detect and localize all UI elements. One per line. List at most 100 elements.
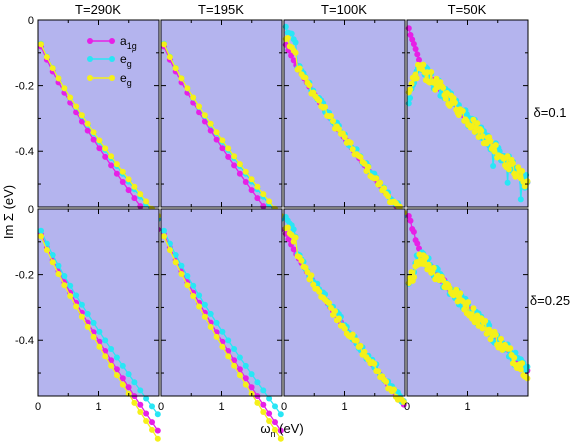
x-axis-label-main: ω [260, 421, 270, 436]
data-point [407, 32, 414, 38]
data-point [277, 427, 284, 434]
data-point [410, 41, 417, 47]
data-point [236, 161, 243, 168]
data-point [67, 282, 74, 289]
data-point [137, 409, 144, 415]
data-point [254, 399, 261, 406]
x-tick-label: 0 [35, 401, 41, 413]
data-point [377, 179, 384, 186]
data-point [371, 360, 378, 367]
data-point [292, 234, 299, 241]
data-point [43, 247, 50, 253]
data-point [328, 304, 334, 311]
data-point [178, 271, 185, 277]
data-point [391, 386, 397, 393]
data-point [236, 372, 243, 379]
data-point [349, 331, 356, 338]
data-point [254, 183, 261, 190]
data-point [304, 269, 311, 275]
data-point [190, 94, 197, 101]
data-point [137, 387, 144, 394]
data-point [38, 41, 44, 48]
data-point [172, 259, 179, 266]
data-point [433, 75, 440, 82]
data-point [55, 75, 62, 82]
x-axis-label-sub: n [270, 429, 275, 439]
data-point [90, 136, 97, 143]
data-point [78, 118, 85, 125]
data-point [161, 233, 167, 240]
data-point [492, 142, 499, 149]
legend-label-sub: g [127, 78, 132, 88]
data-point [143, 395, 150, 402]
data-point [196, 103, 203, 110]
legend-label-base: a [120, 34, 127, 48]
legend-marker [109, 75, 115, 81]
data-point [326, 300, 333, 306]
data-point [172, 252, 179, 258]
col-title-2: T=100K [321, 2, 367, 17]
data-point [524, 375, 531, 382]
data-point [201, 118, 208, 125]
data-point [196, 292, 203, 299]
data-point [353, 337, 360, 344]
data-point [61, 282, 68, 289]
data-point [381, 185, 388, 192]
data-point [407, 86, 414, 93]
data-point [108, 153, 115, 160]
series-eg [38, 233, 161, 442]
series-eg [405, 61, 531, 190]
row-label-1: δ=0.25 [530, 293, 570, 308]
panel-r0-c0: 0 -0.2 -0.4 [15, 15, 161, 233]
data-point [498, 335, 504, 342]
data-point [277, 411, 284, 418]
legend-marker [87, 38, 93, 44]
data-point [84, 323, 91, 330]
data-point [102, 153, 109, 160]
data-point [143, 198, 150, 205]
data-point [316, 97, 323, 104]
data-point [266, 410, 273, 417]
x-tick-label: 1 [464, 401, 470, 413]
data-point [474, 120, 481, 127]
data-point [357, 342, 364, 349]
data-point [90, 333, 97, 340]
data-point [491, 148, 498, 155]
figure-labels: T=290K T=195K T=100K T=50K δ=0.1 δ=0.25 … [1, 2, 570, 439]
data-point [78, 112, 85, 119]
data-point [166, 54, 173, 60]
data-point [113, 161, 120, 168]
data-point [284, 224, 291, 231]
data-point [260, 191, 267, 198]
data-point [236, 170, 243, 177]
data-point [190, 282, 197, 289]
legend-label-sup: ' [132, 49, 134, 59]
data-point [242, 179, 249, 185]
y-tick-label: -0.2 [15, 81, 34, 93]
data-point [254, 379, 261, 386]
data-point [108, 346, 115, 352]
data-point [119, 375, 126, 382]
data-point [357, 154, 364, 160]
data-point [332, 308, 338, 315]
data-point [154, 411, 161, 418]
data-point [225, 348, 232, 354]
data-point [143, 410, 150, 417]
data-point [137, 203, 144, 210]
data-point [184, 273, 191, 279]
data-point [190, 293, 197, 299]
data-point [465, 299, 472, 306]
panel-background [161, 20, 282, 207]
data-point [361, 348, 368, 355]
data-point [486, 322, 493, 329]
data-point [242, 362, 249, 369]
data-point [231, 153, 238, 160]
data-point [131, 183, 138, 190]
data-point [38, 233, 44, 240]
data-point [375, 368, 382, 375]
data-point [385, 193, 392, 200]
